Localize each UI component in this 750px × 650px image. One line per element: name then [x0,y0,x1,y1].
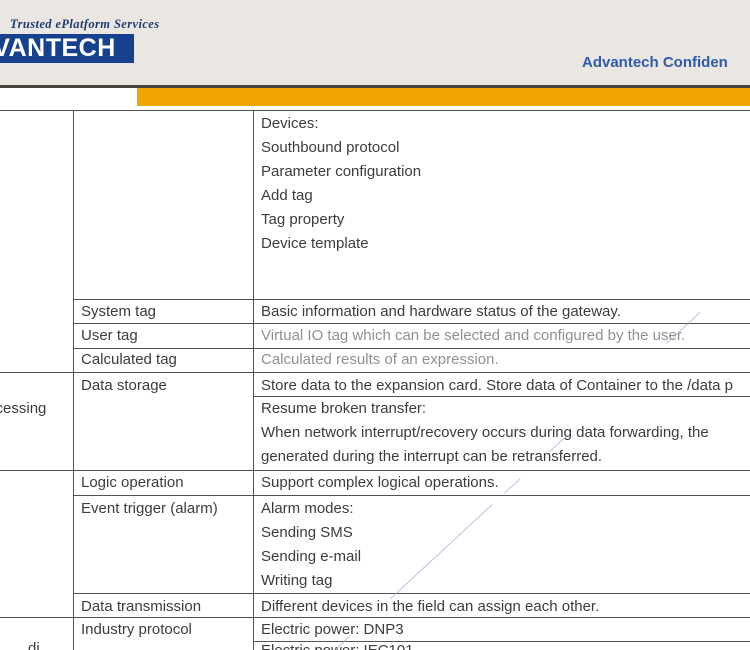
table-hline [0,110,750,111]
advantech-logo: ADVANTECH [0,34,134,63]
cell-user-tag-label: User tag [81,327,138,344]
cell-data-storage-label: Data storage [81,377,167,394]
table-hline [73,348,750,349]
table-hline [253,396,750,397]
cell-feature-line: Device template [261,235,369,252]
cell-system-tag-label: System tag [81,303,157,320]
cell-industry-protocol-label: Industry protocol [81,621,192,638]
cell-feature-line: Tag property [261,211,345,228]
cell-logic-operation-desc: Support complex logical operations. [261,474,499,491]
advantech-logo-text: ADVANTECH [0,34,116,62]
cell-feature-line: Devices: [261,115,319,132]
table-hline [73,323,750,324]
cell-group-data-processing: Data processing [0,400,47,417]
cell-data-storage-desc2-line: generated during the interrupt can be re… [261,448,603,465]
cell-event-trigger-line: Sending SMS [261,524,353,541]
table-hline [253,641,750,642]
cell-event-trigger-line: Writing tag [261,572,333,589]
table-vline-col1 [73,110,74,650]
cell-industry-protocol-desc1: Electric power: DNP3 [261,621,404,638]
table-hline [0,470,750,471]
cell-system-tag-desc: Basic information and hardware status of… [261,303,621,320]
orange-accent-bar [137,88,750,106]
cell-event-trigger-line: Alarm modes: [261,500,354,517]
cell-user-tag-desc: Virtual IO tag which can be selected and… [261,327,686,344]
cell-calculated-tag-desc: Calculated results of an expression. [261,351,499,368]
cell-feature-line: Southbound protocol [261,139,400,156]
cell-data-storage-desc2-line: When network interrupt/recovery occurs d… [261,424,709,441]
table-hline [0,372,750,373]
cell-feature-line: Add tag [261,187,313,204]
cell-calculated-tag-label: Calculated tag [81,351,177,368]
confidential-label: Advantech Confiden [582,54,728,71]
cell-logic-operation-label: Logic operation [81,474,184,491]
table-hline [73,593,750,594]
tagline: Trusted ePlatform Services [10,17,160,31]
cell-data-transmission-desc: Different devices in the field can assig… [261,598,600,615]
cell-feature-line: Parameter configuration [261,163,422,180]
cell-event-trigger-line: Sending e-mail [261,548,362,565]
cell-event-trigger-label: Event trigger (alarm) [81,500,218,517]
cell-group-bottom-fragment: di [28,640,40,650]
cell-data-transmission-label: Data transmission [81,598,202,615]
table-hline [0,617,750,618]
table-vline-col2 [253,110,254,650]
table-hline [73,299,750,300]
cell-data-storage-desc2-line: Resume broken transfer: [261,400,427,417]
cell-data-storage-desc1: Store data to the expansion card. Store … [261,377,733,394]
header-rule [0,85,750,88]
table-hline [73,495,750,496]
